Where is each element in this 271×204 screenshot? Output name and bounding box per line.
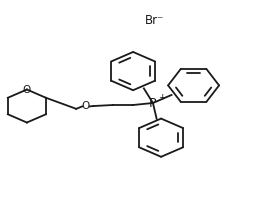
Text: +: + bbox=[158, 93, 165, 102]
Text: O: O bbox=[23, 84, 31, 94]
Text: P: P bbox=[149, 96, 157, 110]
Text: O: O bbox=[82, 101, 90, 111]
Text: Br⁻: Br⁻ bbox=[145, 14, 164, 27]
